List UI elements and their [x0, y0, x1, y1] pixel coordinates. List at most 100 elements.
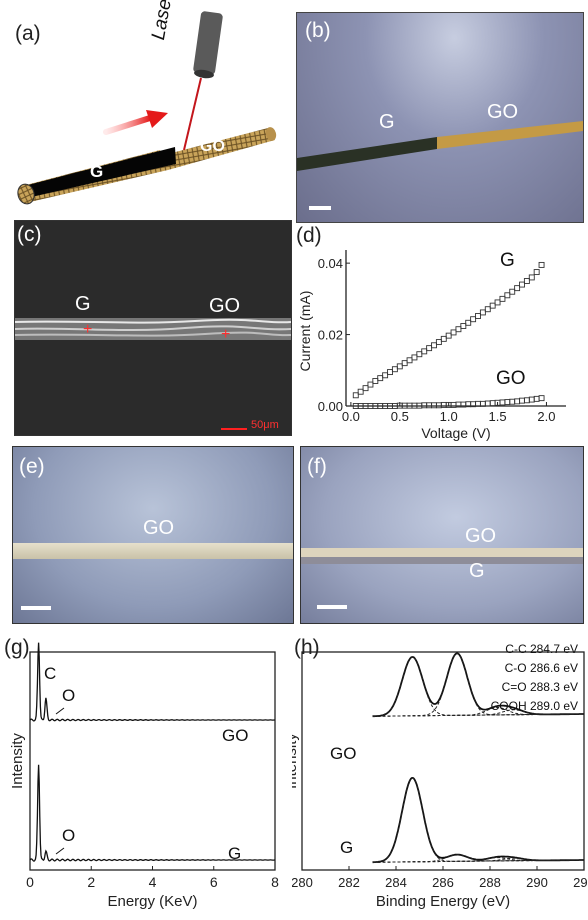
data-point-g	[533, 269, 540, 276]
data-point-g	[484, 306, 491, 313]
scan-direction-arrow	[103, 110, 168, 135]
x-tick-label: 0.0	[342, 409, 360, 424]
panel-h-label: (h)	[294, 636, 320, 659]
arrow-o-go	[55, 707, 65, 715]
laser-beam	[183, 77, 202, 151]
data-point-g	[499, 295, 506, 302]
data-point-g	[387, 369, 393, 376]
fiber-photo-b	[297, 121, 583, 171]
data-point-g	[523, 278, 530, 284]
data-point-g	[406, 357, 413, 364]
envelope-g	[372, 777, 584, 864]
x-tick-label: 288	[479, 875, 501, 890]
data-point-g	[382, 372, 389, 379]
y-tick-label: 0.04	[318, 256, 343, 271]
iv-series-label-go: GO	[496, 368, 526, 389]
x-axis-label: Energy (KeV)	[107, 893, 197, 910]
fiber-label-g: G	[90, 162, 104, 181]
data-point-g	[391, 366, 398, 373]
panel-a: (a) Laser G GO	[0, 0, 290, 212]
data-point-go	[523, 397, 530, 404]
y-axis-label: Intensity	[292, 733, 300, 789]
iv-chart: 0.0 0.5 1.0 1.5 2.0 0.00 0.02 0.04 Voltage (V) Cu…	[297, 250, 566, 441]
x-tick-label: 280	[292, 875, 313, 890]
xps-legend-co: C-O 286.6 eV	[504, 661, 578, 675]
data-point-g	[401, 360, 408, 367]
data-point-go	[499, 399, 506, 406]
x-tick-label: 4	[149, 874, 157, 890]
y-tick-label: 0.00	[318, 399, 343, 414]
data-point-go	[509, 398, 516, 405]
baseline-go	[372, 713, 585, 717]
x-tick-label: 2	[87, 874, 95, 890]
xps-series-go: GO	[330, 744, 357, 763]
xps-legend: C-C 284.7 eV C-O 286.6 eV C=O 288.3 eV C…	[491, 640, 578, 716]
data-point-g	[450, 329, 457, 336]
eds-peak-o-go: O	[62, 686, 76, 705]
x-tick-label: 284	[385, 875, 407, 890]
panel-g: (g) 0 2 4 6 8 Energy (KeV) Intensity C O O GO …	[0, 632, 290, 920]
xps-chart: 280 282 284 286 288 290 292 Binding Energy (eV)…	[292, 651, 588, 910]
sem-scale-label: 50μm	[251, 419, 279, 431]
photo-b-label-go: GO	[487, 101, 519, 123]
fiber-f-g	[301, 557, 583, 564]
data-point-g	[465, 319, 472, 326]
x-tick-label: 2.0	[537, 409, 555, 424]
panel-e: (e) GO	[12, 446, 294, 624]
x-tick-label: 0	[26, 874, 34, 890]
data-point-go	[421, 402, 428, 409]
panel-b-label: (b)	[305, 19, 331, 42]
panel-f: (f) GO G	[300, 446, 584, 624]
data-point-g	[455, 326, 462, 333]
data-point-go	[528, 396, 535, 403]
data-point-g	[538, 261, 545, 268]
data-point-g	[426, 345, 433, 352]
sem-label-go: GO	[209, 295, 241, 317]
photo-f-label-g: G	[469, 560, 485, 582]
data-point-g	[377, 375, 384, 382]
data-point-go	[538, 395, 545, 402]
x-tick-label: 292	[573, 875, 588, 890]
data-point-go	[519, 397, 525, 404]
data-point-g	[362, 385, 369, 392]
spectrum-g	[29, 764, 276, 862]
arrow-o-g	[55, 847, 65, 855]
data-point-g	[352, 392, 359, 399]
data-point-g	[475, 313, 481, 319]
fiber-e	[13, 543, 293, 559]
y-axis-label: Intensity	[9, 733, 26, 789]
iv-series-label-g: G	[500, 250, 515, 271]
data-point-go	[440, 401, 447, 408]
panel-d: (d) 0.0 0.5 1.0 1.5 2.0 0.00 0.02 0.04 Voltage (…	[294, 220, 588, 445]
data-point-go	[504, 399, 511, 406]
x-tick-label: 6	[210, 874, 218, 890]
x-axis-label: Binding Energy (eV)	[376, 893, 510, 910]
data-point-go	[426, 402, 433, 409]
data-point-g	[445, 332, 452, 339]
data-point-go	[489, 400, 496, 407]
scale-bar-f	[317, 605, 347, 609]
eds-peak-o-g: O	[62, 826, 76, 845]
x-tick-label: 1.5	[489, 409, 507, 424]
data-point-go	[484, 400, 491, 407]
data-point-g	[435, 339, 442, 346]
fiber-go-section	[160, 128, 275, 170]
panel-d-label: (d)	[296, 224, 322, 247]
data-point-g	[367, 381, 374, 388]
data-point-g	[470, 316, 477, 323]
panel-f-label: (f)	[307, 455, 327, 478]
data-point-g	[528, 274, 535, 281]
data-point-g	[509, 288, 516, 295]
data-point-go	[533, 395, 540, 402]
data-point-go	[514, 398, 521, 405]
data-point-g	[411, 354, 418, 361]
data-point-g	[440, 335, 447, 342]
fiber-f-go	[301, 548, 583, 557]
sem-label-g: G	[75, 293, 91, 315]
baseline-g	[372, 859, 585, 863]
panel-b: (b) G GO	[296, 12, 584, 223]
spectrum-go	[29, 642, 275, 722]
x-tick-label: 290	[526, 875, 548, 890]
data-point-g	[372, 378, 379, 384]
y-tick-label: 0.02	[318, 328, 343, 343]
